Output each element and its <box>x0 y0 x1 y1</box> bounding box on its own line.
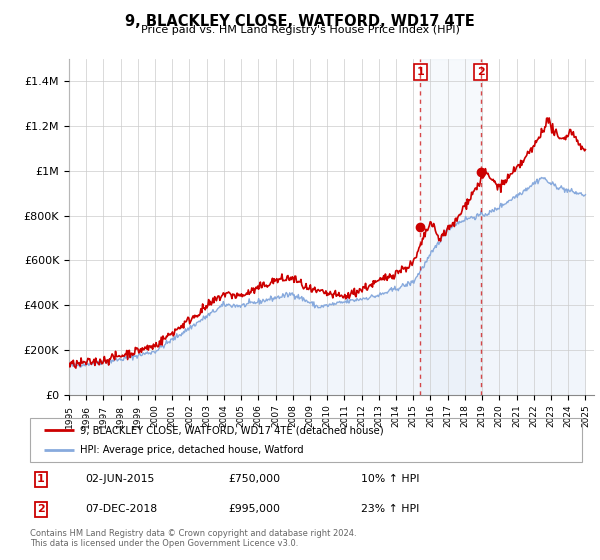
Text: 2: 2 <box>37 505 45 515</box>
Text: 10% ↑ HPI: 10% ↑ HPI <box>361 474 420 484</box>
Text: 1: 1 <box>37 474 45 484</box>
Text: This data is licensed under the Open Government Licence v3.0.: This data is licensed under the Open Gov… <box>30 539 298 548</box>
Text: Price paid vs. HM Land Registry's House Price Index (HPI): Price paid vs. HM Land Registry's House … <box>140 25 460 35</box>
Text: £750,000: £750,000 <box>229 474 281 484</box>
Text: 1: 1 <box>416 67 424 77</box>
Text: 23% ↑ HPI: 23% ↑ HPI <box>361 505 419 515</box>
Text: 2: 2 <box>477 67 485 77</box>
Text: £995,000: £995,000 <box>229 505 281 515</box>
Text: Contains HM Land Registry data © Crown copyright and database right 2024.: Contains HM Land Registry data © Crown c… <box>30 529 356 538</box>
Bar <box>421 59 481 395</box>
Text: 9, BLACKLEY CLOSE, WATFORD, WD17 4TE (detached house): 9, BLACKLEY CLOSE, WATFORD, WD17 4TE (de… <box>80 425 383 435</box>
Text: 07-DEC-2018: 07-DEC-2018 <box>85 505 157 515</box>
Text: 02-JUN-2015: 02-JUN-2015 <box>85 474 155 484</box>
Text: HPI: Average price, detached house, Watford: HPI: Average price, detached house, Watf… <box>80 445 304 455</box>
Text: 9, BLACKLEY CLOSE, WATFORD, WD17 4TE: 9, BLACKLEY CLOSE, WATFORD, WD17 4TE <box>125 14 475 29</box>
